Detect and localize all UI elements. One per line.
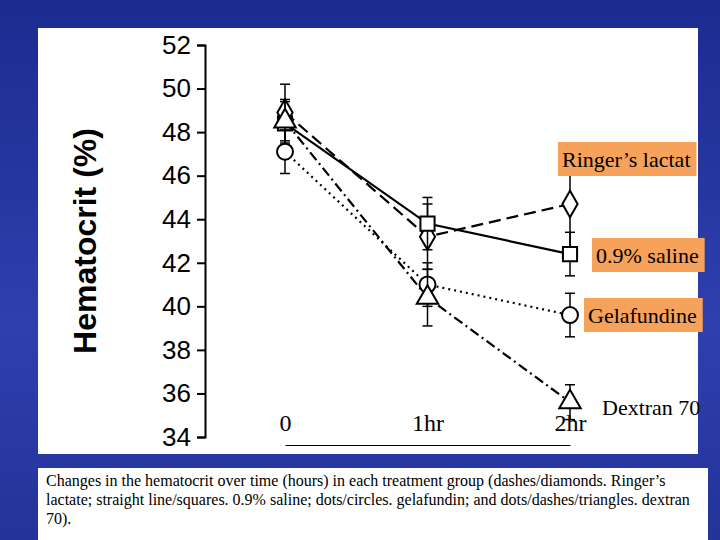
- error-bar-cap: [565, 336, 575, 338]
- x-axis: 01hr2hr: [280, 410, 587, 445]
- series-label-text: Ringer’s lactat: [562, 147, 691, 172]
- x-tick-label: 0: [280, 410, 292, 436]
- y-tick: 44: [162, 204, 205, 234]
- error-bar-cap: [280, 99, 290, 101]
- error-bar-cap: [423, 269, 433, 271]
- marker: [274, 109, 295, 128]
- error-bar-cap: [565, 275, 575, 277]
- y-tick-mark: [197, 45, 205, 47]
- error-bar-cap: [565, 293, 575, 295]
- y-tick: 50: [162, 73, 205, 103]
- y-tick-label: 42: [162, 248, 191, 278]
- y-tick-mark: [197, 175, 205, 177]
- series-label: 0.9% saline: [592, 238, 705, 272]
- series: [274, 99, 580, 419]
- y-tick-label: 38: [162, 335, 191, 365]
- marker: [277, 144, 293, 160]
- y-tick-mark: [197, 132, 205, 134]
- error-bar-cap: [423, 249, 433, 251]
- y-tick-label: 46: [162, 160, 191, 190]
- x-tick: 1hr: [412, 410, 444, 445]
- y-tick-mark: [197, 88, 205, 90]
- series-label: Ringer’s lactat: [558, 142, 697, 176]
- y-tick-label: 50: [162, 73, 191, 103]
- error-bar-cap: [565, 384, 575, 386]
- series: [277, 130, 578, 337]
- x-tick: 0: [280, 410, 292, 445]
- error-bar-cap: [423, 269, 433, 271]
- error-bar-cap: [280, 142, 290, 144]
- series-label-text: 0.9% saline: [596, 243, 699, 268]
- series-label-box: [592, 238, 705, 272]
- error-bar-cap: [423, 325, 433, 327]
- y-tick: 48: [162, 117, 205, 147]
- y-tick-mark: [197, 393, 205, 395]
- marker: [562, 307, 578, 323]
- y-tick-label: 48: [162, 117, 191, 147]
- series-label-text: Dextran 70: [602, 395, 700, 420]
- error-bar-cap: [280, 83, 290, 85]
- error-bar-cap: [565, 419, 575, 421]
- x-axis-line: [286, 445, 571, 446]
- y-tick-mark: [197, 262, 205, 264]
- plot-area: [274, 84, 580, 419]
- y-tick: 40: [162, 291, 205, 321]
- y-tick-mark: [197, 306, 205, 308]
- y-tick: 38: [162, 335, 205, 365]
- y-axis-title: Hematocrit (%): [67, 128, 103, 354]
- marker: [559, 390, 580, 409]
- y-axis-line: [197, 46, 206, 438]
- error-bar-cap: [565, 232, 575, 234]
- series-label: Dextran 70: [602, 395, 700, 420]
- y-tick-label: 40: [162, 291, 191, 321]
- y-tick-label: 52: [162, 30, 191, 60]
- y-tick-label: 36: [162, 378, 191, 408]
- caption: Changes in the hematocrit over time (hou…: [38, 468, 708, 540]
- y-tick-mark: [197, 437, 205, 439]
- error-bar-cap: [280, 173, 290, 175]
- marker: [417, 285, 438, 304]
- series-label-text: Gelafundine: [588, 303, 697, 328]
- y-tick: 42: [162, 248, 205, 278]
- marker: [420, 217, 434, 231]
- series-label-box: [584, 298, 703, 332]
- y-tick: 36: [162, 378, 205, 408]
- series: [278, 102, 577, 276]
- series: [277, 84, 577, 269]
- y-tick-mark: [197, 349, 205, 351]
- y-axis: 34 36 38 40 42 44 46 48 50 52: [162, 30, 205, 452]
- series-line: [285, 123, 570, 254]
- series-label: Gelafundine: [584, 298, 703, 332]
- series-line: [285, 152, 570, 315]
- y-tick: 34: [162, 422, 205, 452]
- y-tick-label: 34: [162, 422, 191, 452]
- y-tick-label: 44: [162, 204, 191, 234]
- chart: 3436384042444648505201hr2hrHematocrit (%…: [0, 0, 720, 540]
- error-bar-cap: [423, 197, 433, 199]
- y-tick: 52: [162, 30, 205, 60]
- series-label-box: [558, 142, 697, 176]
- marker: [562, 191, 577, 217]
- x-tick-label: 1hr: [412, 410, 444, 436]
- y-tick: 46: [162, 160, 205, 190]
- y-tick-mark: [197, 219, 205, 221]
- marker: [563, 247, 577, 261]
- error-bar-cap: [423, 262, 433, 264]
- series-line: [285, 121, 570, 402]
